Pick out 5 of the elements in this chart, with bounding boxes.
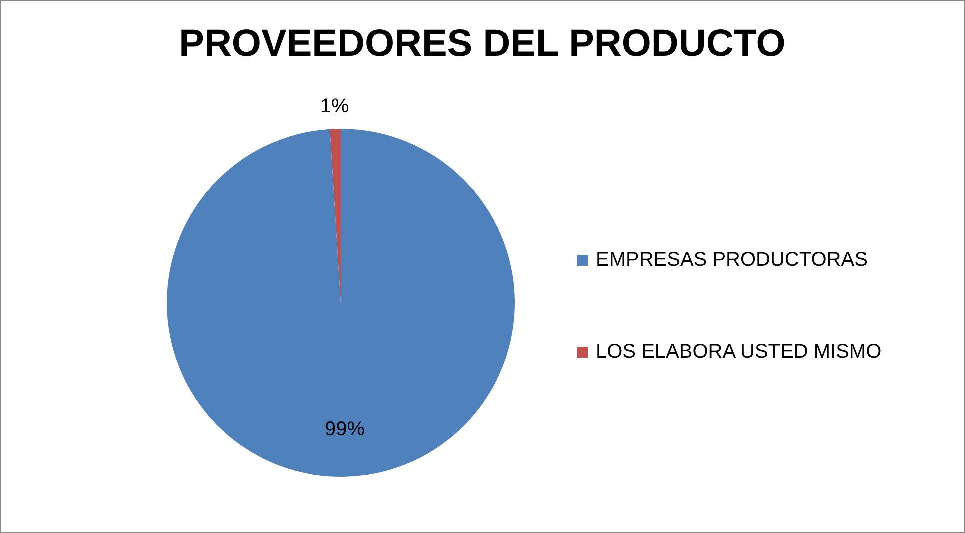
chart-title: PROVEEDORES DEL PRODUCTO [178, 23, 787, 66]
legend-label: EMPRESAS PRODUCTORAS [596, 249, 868, 272]
legend-label: LOS ELABORA USTED MISMO [596, 341, 882, 364]
data-label: 1% [320, 96, 350, 118]
data-label: 99% [324, 418, 366, 440]
